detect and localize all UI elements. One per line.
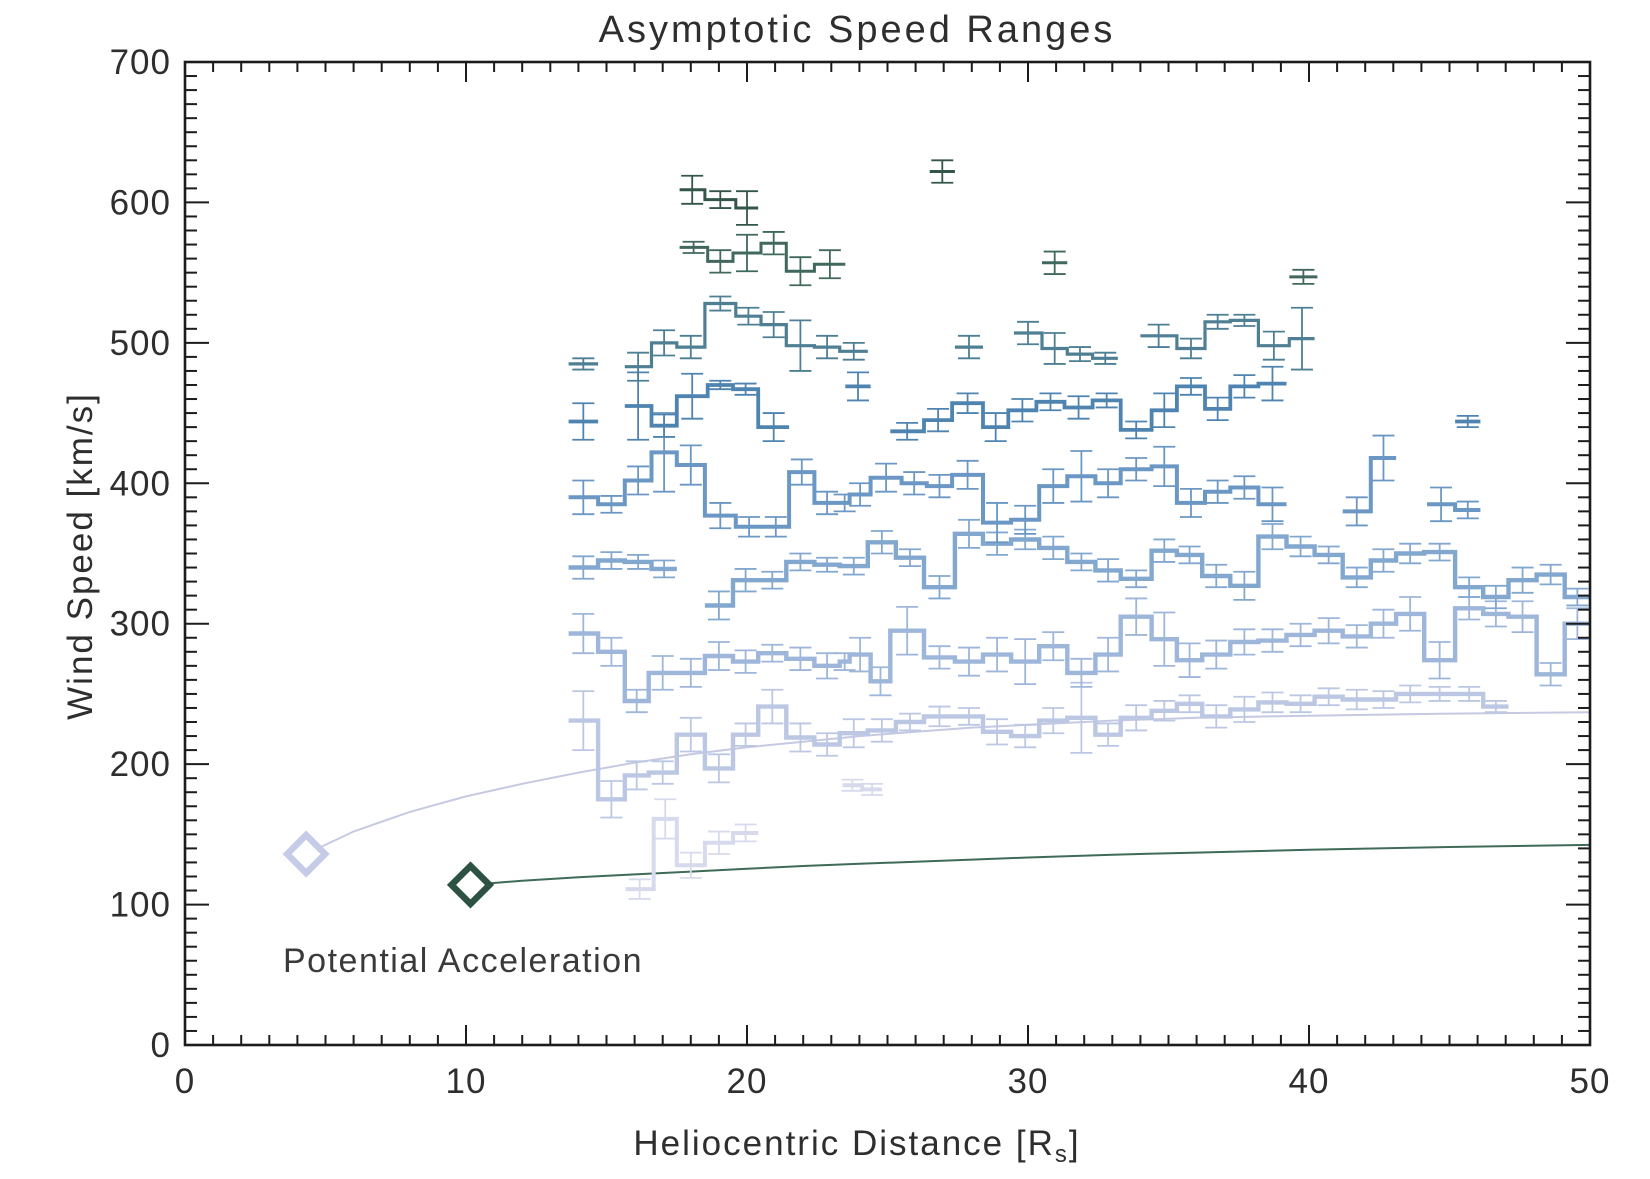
y-tick-label: 0 — [151, 1026, 171, 1065]
range-4-blue — [568, 365, 1481, 443]
y-axis-label: Wind Speed [km/s] — [61, 392, 100, 720]
range-3-teal — [568, 295, 1315, 382]
x-tick-label: 20 — [727, 1062, 768, 1101]
x-tick-label: 30 — [1008, 1062, 1049, 1101]
diamond-marker — [282, 830, 330, 878]
x-tick-label: 10 — [446, 1062, 487, 1101]
x-axis-label: Heliocentric Distance [Rs] — [633, 1124, 1080, 1168]
x-tick-label: 50 — [1570, 1062, 1611, 1101]
y-tick-label: 300 — [110, 605, 171, 644]
x-tick-label: 0 — [175, 1062, 195, 1101]
range-9-palest — [625, 778, 884, 900]
speed-range-series — [568, 159, 1590, 900]
range-2-dark-green — [679, 231, 1318, 287]
range-5-medium-blue — [568, 412, 1481, 544]
potential-acceleration-slow — [282, 711, 1591, 878]
y-tick-label: 700 — [110, 43, 171, 82]
x-tick-label: 40 — [1289, 1062, 1330, 1101]
y-tick-label: 200 — [110, 745, 171, 784]
range-1-darkest-green — [679, 159, 955, 226]
y-tick-label: 500 — [110, 324, 171, 363]
y-tick-label: 600 — [110, 183, 171, 222]
y-tick-label: 100 — [110, 886, 171, 925]
chart-title: Asymptotic Speed Ranges — [599, 9, 1116, 51]
range-7-light-blue — [568, 596, 1590, 714]
range-6-steel-blue — [568, 518, 1590, 621]
potential-acceleration-annotation: Potential Acceleration — [283, 942, 643, 980]
y-tick-label: 400 — [110, 464, 171, 503]
potential-acceleration-fast — [446, 843, 1591, 909]
axes-frame: 0 100 200 300 400 500 600 700 0 10 20 30 40 50 — [110, 43, 1611, 1101]
range-8-lavender — [568, 681, 1509, 819]
potential-acceleration-curves — [282, 711, 1591, 909]
diamond-marker — [446, 861, 495, 909]
